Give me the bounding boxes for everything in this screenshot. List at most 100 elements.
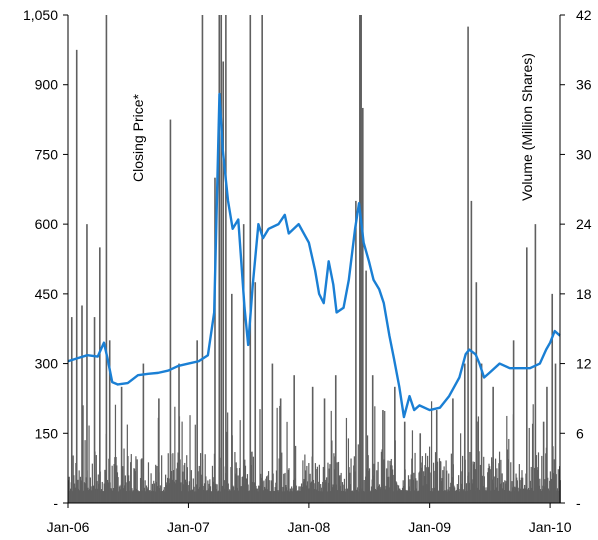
volume-bar — [295, 485, 297, 503]
volume-spike-bar — [81, 305, 83, 503]
volume-bar — [172, 453, 174, 503]
volume-bar — [129, 490, 131, 503]
volume-bar — [532, 404, 534, 503]
volume-bar — [92, 485, 94, 503]
volume-bar — [462, 489, 464, 503]
volume-bar — [200, 474, 202, 503]
volume-bar — [544, 479, 546, 503]
volume-bar — [204, 454, 206, 503]
volume-bar — [353, 465, 355, 503]
volume-bar — [101, 481, 103, 503]
volume-bar — [357, 487, 359, 503]
volume-bar — [257, 491, 259, 503]
right-axis-tick-label: 36 — [576, 77, 592, 93]
volume-bar — [445, 460, 447, 503]
volume-bar — [433, 487, 435, 503]
volume-bar — [186, 467, 188, 503]
volume-bar — [537, 467, 539, 503]
volume-bar — [430, 472, 432, 503]
volume-bar — [131, 488, 133, 503]
volume-bar — [223, 480, 225, 503]
volume-bar — [141, 490, 144, 503]
volume-bar — [448, 490, 450, 503]
volume-bar — [79, 476, 82, 503]
volume-bar — [132, 491, 134, 503]
volume-bar — [145, 485, 148, 503]
volume-bar — [344, 488, 346, 503]
volume-bar — [126, 424, 128, 503]
volume-bar — [139, 491, 141, 503]
volume-bar — [166, 484, 168, 503]
volume-bar — [183, 465, 185, 503]
volume-bar — [317, 490, 319, 503]
volume-bar — [289, 488, 291, 503]
volume-bar — [337, 461, 340, 503]
volume-bar — [162, 491, 164, 503]
volume-bar — [266, 489, 268, 503]
volume-bar — [328, 468, 330, 503]
volume-bar — [432, 491, 434, 503]
volume-bar — [96, 481, 98, 503]
volume-bar — [134, 471, 136, 503]
volume-bar — [172, 470, 175, 503]
volume-bar — [211, 491, 213, 503]
volume-bar — [304, 470, 307, 503]
volume-bar — [414, 452, 416, 503]
volume-bar — [110, 488, 113, 503]
volume-bar — [102, 491, 105, 503]
volume-bar — [325, 482, 327, 503]
volume-bar — [364, 491, 366, 503]
volume-bar — [256, 488, 258, 503]
volume-bar — [473, 461, 476, 503]
volume-spike-bar — [311, 386, 314, 503]
volume-bar — [205, 476, 207, 503]
volume-bar — [347, 438, 350, 503]
volume-bar — [449, 486, 451, 503]
volume-bar — [159, 485, 161, 503]
volume-bar — [548, 490, 550, 503]
volume-bar — [248, 490, 251, 503]
volume-bar — [493, 476, 495, 503]
volume-bar — [301, 486, 303, 503]
volume-bar — [533, 490, 535, 503]
volume-bar — [206, 490, 208, 503]
volume-bar — [152, 490, 154, 503]
volume-bar — [213, 477, 215, 503]
volume-spike-bar — [220, 15, 223, 503]
volume-bar — [128, 481, 130, 503]
volume-bar — [97, 474, 99, 503]
volume-bar — [456, 484, 458, 503]
volume-bar — [80, 480, 82, 503]
volume-bar — [309, 473, 311, 503]
volume-bar — [273, 490, 275, 503]
volume-bar — [408, 486, 410, 503]
volume-bar — [118, 486, 121, 503]
volume-bar — [343, 478, 346, 503]
volume-bar — [165, 482, 167, 503]
volume-bar — [450, 453, 452, 503]
volume-spike-bar — [120, 386, 123, 503]
volume-bar — [400, 490, 402, 503]
volume-bar — [392, 474, 394, 503]
volume-bar — [304, 454, 306, 503]
volume-spike-bar — [178, 363, 180, 503]
volume-spike-bar — [362, 107, 364, 503]
volume-bar — [252, 456, 254, 503]
volume-bar — [425, 453, 427, 503]
volume-bar — [369, 491, 371, 503]
volume-spike-bar — [394, 386, 396, 503]
volume-bar — [318, 481, 320, 503]
volume-bar — [431, 488, 433, 503]
volume-bar — [104, 471, 107, 503]
volume-bar — [451, 477, 453, 503]
volume-bar — [98, 483, 100, 503]
volume-bar — [384, 489, 386, 503]
volume-bar — [320, 487, 322, 503]
volume-bar — [298, 486, 300, 503]
volume-bar — [533, 467, 536, 503]
volume-bar — [298, 490, 301, 503]
volume-bar — [219, 491, 221, 503]
volume-bar — [500, 483, 503, 503]
volume-bar — [390, 458, 392, 503]
volume-bar — [264, 486, 266, 503]
